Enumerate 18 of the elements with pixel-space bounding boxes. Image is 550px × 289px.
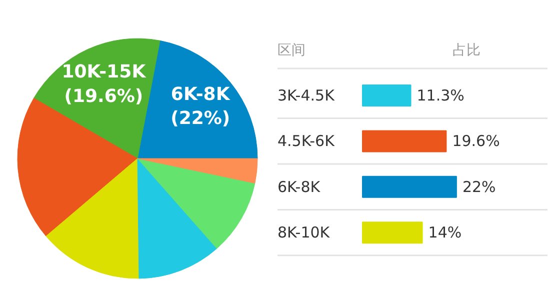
data-label: 11.3% xyxy=(416,86,464,104)
text: 区间 xyxy=(278,42,306,58)
data-label: 19.6% xyxy=(452,132,500,150)
y-tick-label: 6K-8K xyxy=(278,178,322,196)
data-label: (22%) xyxy=(170,108,230,130)
bar xyxy=(362,176,457,198)
y-tick-label: 8K-10K xyxy=(278,224,331,242)
data-label: 22% xyxy=(462,178,496,196)
y-tick-label: 4.5K-6K xyxy=(278,132,336,150)
data-label: (19.6%) xyxy=(64,86,144,107)
slice-label: 10K-15K xyxy=(62,62,147,83)
bar xyxy=(362,222,423,244)
bar xyxy=(362,130,447,152)
y-tick-label: 3K-4.5K xyxy=(278,86,336,104)
text: 占比 xyxy=(452,42,480,58)
data-label: 14% xyxy=(428,224,462,242)
slice-label: 6K-8K xyxy=(170,84,231,105)
bar xyxy=(362,84,412,106)
